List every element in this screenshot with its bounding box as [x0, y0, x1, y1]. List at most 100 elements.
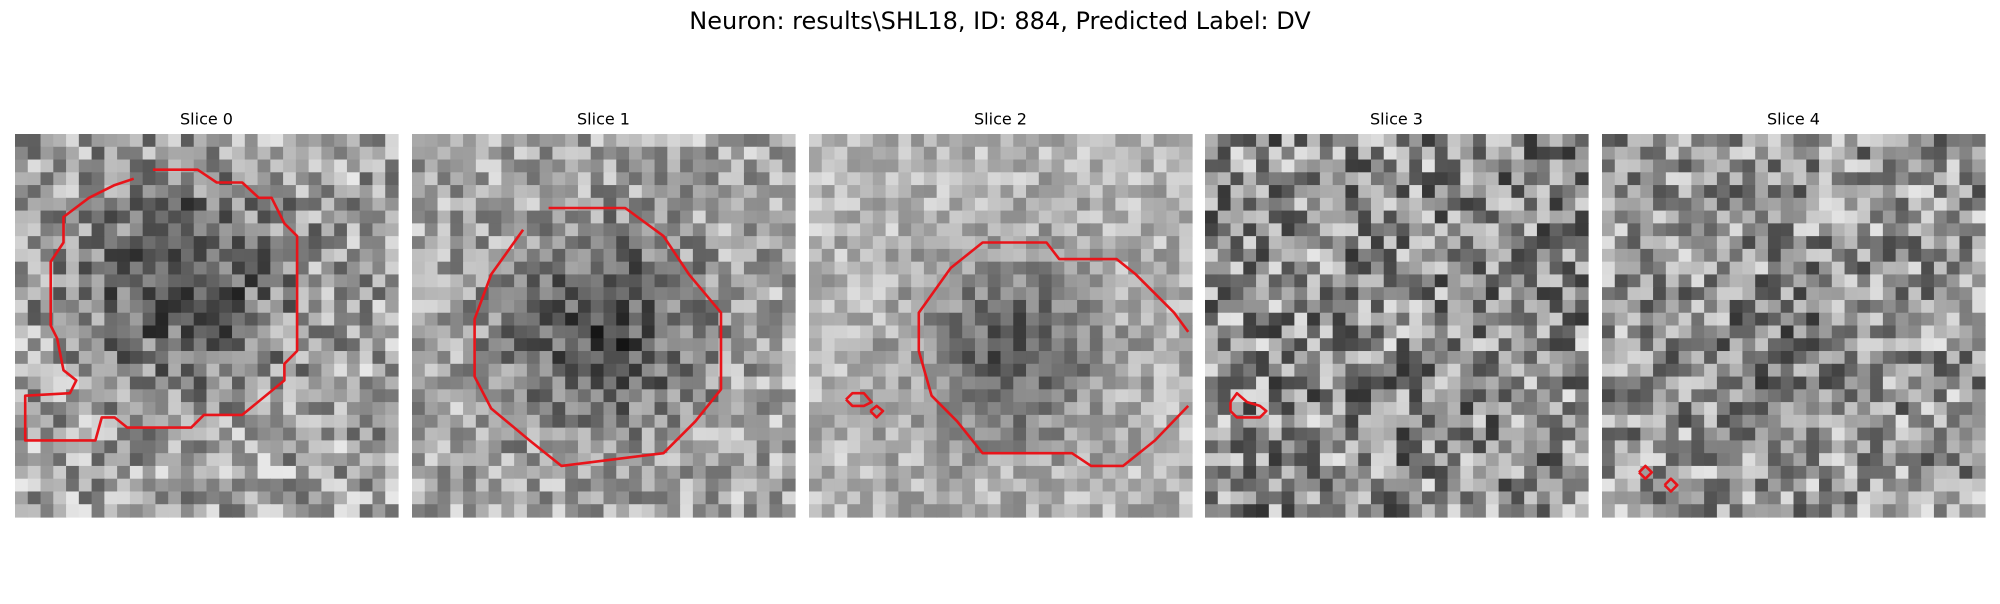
pixel	[295, 491, 310, 505]
pixel	[1895, 274, 1909, 288]
pixel	[860, 478, 874, 493]
pixel	[1396, 185, 1410, 199]
pixel	[1332, 185, 1347, 199]
pixel	[1013, 287, 1027, 301]
pixel	[1370, 159, 1385, 173]
pixel	[1166, 363, 1180, 378]
pixel	[206, 134, 220, 148]
pixel	[346, 376, 361, 390]
pixel	[872, 325, 887, 339]
pixel	[1358, 146, 1372, 161]
pixel	[1358, 261, 1372, 276]
pixel	[590, 465, 605, 480]
pixel	[1780, 134, 1795, 148]
pixel	[1908, 248, 1922, 263]
pixel	[1268, 185, 1283, 199]
pixel	[821, 159, 836, 173]
pixel	[1447, 338, 1461, 352]
pixel	[15, 312, 29, 327]
pixel	[1767, 185, 1782, 199]
pixel	[911, 402, 925, 416]
pixel	[450, 248, 464, 263]
pixel	[1345, 210, 1359, 224]
pixel	[1959, 185, 1973, 199]
pixel	[155, 427, 169, 441]
pixel	[1383, 465, 1398, 480]
pixel	[834, 351, 848, 365]
pixel	[1396, 261, 1410, 276]
pixel	[424, 376, 439, 390]
pixel	[321, 248, 335, 263]
pixel	[1678, 453, 1692, 467]
pixel	[1972, 134, 1986, 148]
pixel	[283, 478, 297, 493]
pixel	[1026, 159, 1040, 173]
pixel	[450, 325, 464, 339]
pixel	[1831, 402, 1846, 416]
pixel	[1819, 504, 1833, 518]
pixel	[372, 338, 386, 352]
pixel	[27, 427, 42, 441]
pixel	[91, 376, 105, 390]
pixel	[1627, 376, 1641, 390]
pixel	[232, 427, 246, 441]
pixel	[1268, 223, 1283, 237]
pixel	[1716, 491, 1731, 505]
pixel	[629, 414, 643, 429]
pixel	[1332, 312, 1347, 327]
pixel	[1498, 185, 1512, 199]
pixel	[1000, 287, 1014, 301]
pixel	[1691, 299, 1705, 314]
pixel	[1972, 389, 1986, 403]
pixel	[1640, 402, 1654, 416]
pixel	[898, 504, 912, 518]
pixel	[949, 465, 963, 480]
pixel	[437, 465, 451, 480]
pixel	[53, 504, 67, 518]
pixel	[1217, 159, 1232, 173]
pixel	[885, 325, 899, 339]
pixel	[1653, 338, 1667, 352]
pixel	[1640, 504, 1654, 518]
pixel	[1742, 210, 1756, 224]
pixel	[1946, 453, 1961, 467]
pixel	[1358, 210, 1372, 224]
pixel	[334, 197, 348, 212]
pixel	[1370, 440, 1385, 454]
pixel	[552, 287, 566, 301]
pixel	[1704, 402, 1718, 416]
pixel	[53, 299, 67, 314]
pixel	[782, 248, 796, 263]
pixel	[1921, 287, 1935, 301]
pixel	[667, 478, 681, 493]
pixel	[1409, 389, 1423, 403]
pixel	[860, 287, 874, 301]
pixel	[1895, 312, 1909, 327]
pixel	[142, 261, 157, 276]
pixel	[565, 172, 579, 186]
pixel	[193, 312, 208, 327]
pixel	[1256, 465, 1270, 480]
pixel	[78, 159, 93, 173]
pixel	[424, 248, 439, 263]
pixel	[860, 172, 874, 186]
pixel	[923, 427, 938, 441]
pixel	[1627, 159, 1641, 173]
pixel	[1704, 287, 1718, 301]
pixel	[501, 351, 515, 365]
pixel	[1383, 440, 1398, 454]
pixel	[1319, 134, 1334, 148]
pixel	[1447, 491, 1461, 505]
pixel	[1755, 223, 1769, 237]
pixel	[206, 185, 220, 199]
pixel	[1946, 427, 1961, 441]
pixel	[1536, 236, 1551, 250]
pixel	[53, 197, 67, 212]
pixel	[155, 223, 169, 237]
pixel	[270, 338, 284, 352]
pixel	[987, 146, 1002, 161]
pixel	[1000, 478, 1014, 493]
pixel	[667, 134, 681, 148]
pixel	[1755, 453, 1769, 467]
pixel	[1870, 504, 1884, 518]
